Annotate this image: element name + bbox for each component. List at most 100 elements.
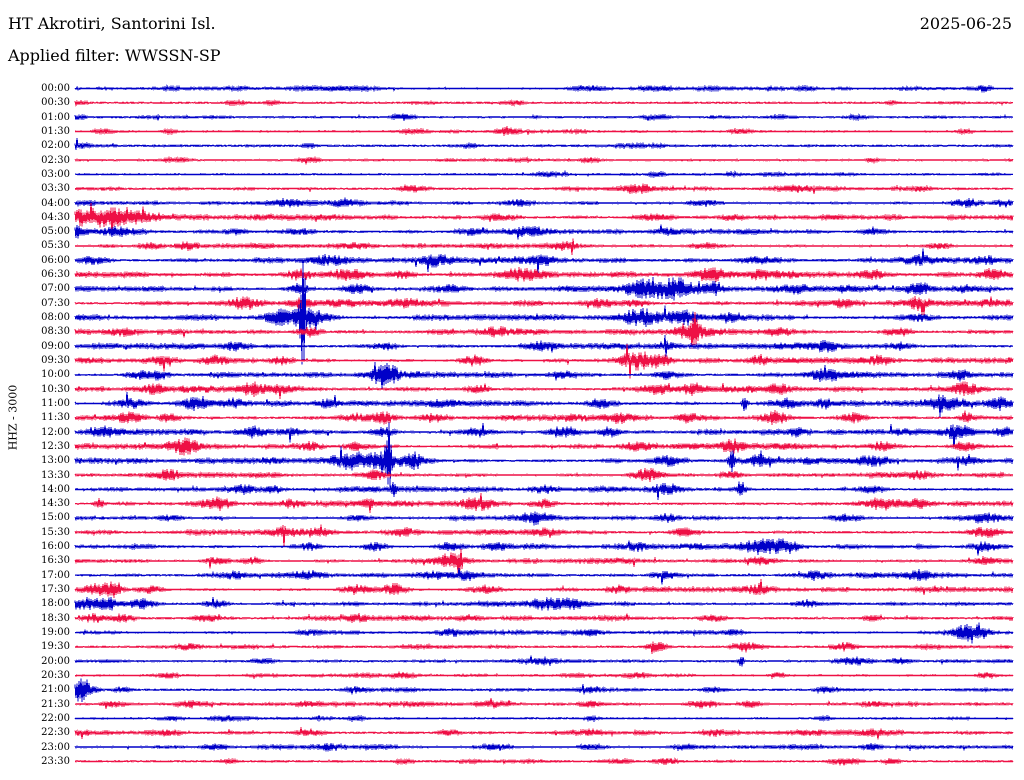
time-label: 16:00	[41, 541, 70, 553]
time-label: 06:30	[41, 269, 70, 281]
seismogram-trace	[74, 538, 1014, 556]
seismogram-trace	[74, 422, 1014, 488]
seismogram-trace	[74, 381, 1014, 399]
seismogram-trace	[74, 83, 1014, 93]
seismogram-trace	[74, 727, 1014, 740]
time-label: 13:30	[41, 469, 70, 481]
seismogram-trace	[74, 276, 1014, 301]
time-label: 00:30	[41, 97, 70, 109]
seismogram-trace	[74, 248, 1014, 273]
time-label: 23:30	[41, 755, 70, 767]
time-label: 08:00	[41, 312, 70, 324]
time-label: 21:30	[41, 698, 70, 710]
time-label: 04:30	[41, 211, 70, 223]
station-title: HT Akrotiri, Santorini Isl.	[8, 14, 216, 33]
seismogram-trace	[74, 655, 1014, 667]
date-label: 2025-06-25	[919, 14, 1012, 33]
applied-filter-label: Applied filter: WWSSN-SP	[8, 46, 221, 65]
time-label: 08:30	[41, 326, 70, 338]
seismogram-trace	[74, 437, 1014, 456]
time-label: 11:30	[41, 412, 70, 424]
time-label: 20:00	[41, 655, 70, 667]
time-label: 05:00	[41, 226, 70, 238]
time-label: 22:00	[41, 712, 70, 724]
time-label: 16:30	[41, 555, 70, 567]
seismogram-trace	[74, 391, 1014, 417]
seismogram-trace	[74, 742, 1014, 752]
seismogram-trace	[74, 344, 1014, 379]
seismogram-trace	[74, 548, 1014, 574]
seismogram-trace	[74, 112, 1014, 122]
seismogram-trace	[74, 481, 1014, 501]
seismogram-trace	[74, 641, 1014, 655]
seismogram-trace	[74, 169, 1014, 179]
time-label: 09:00	[41, 340, 70, 352]
time-label: 02:00	[41, 140, 70, 152]
seismogram-trace	[74, 126, 1014, 137]
time-label: 00:00	[41, 83, 70, 94]
time-label: 10:00	[41, 369, 70, 381]
time-label: 21:00	[41, 684, 70, 696]
seismogram-trace	[74, 296, 1014, 316]
seismogram-trace	[74, 578, 1014, 599]
seismogram-trace	[74, 257, 1014, 365]
time-label: 01:00	[41, 111, 70, 123]
time-label: 18:30	[41, 612, 70, 624]
seismogram-trace	[74, 492, 1014, 514]
seismogram-trace	[74, 312, 1014, 349]
time-label: 19:00	[41, 627, 70, 638]
time-label: 02:30	[41, 154, 70, 166]
seismogram-trace	[74, 714, 1014, 723]
time-label: 05:30	[41, 240, 70, 252]
time-label: 17:30	[41, 584, 70, 596]
time-label: 22:30	[41, 727, 70, 739]
seismogram-trace	[74, 224, 1014, 240]
time-label: 07:00	[41, 283, 70, 295]
time-label: 10:30	[41, 383, 70, 395]
seismogram-trace	[74, 267, 1014, 283]
seismogram-trace	[74, 678, 1014, 702]
seismogram-trace	[74, 568, 1014, 585]
time-label: 17:00	[41, 569, 70, 581]
seismogram-trace	[74, 155, 1014, 165]
time-label: 23:00	[41, 741, 70, 753]
time-label: 11:00	[41, 397, 70, 409]
seismogram-trace	[74, 422, 1014, 450]
seismogram-trace	[74, 468, 1014, 483]
time-label: 15:30	[41, 526, 70, 538]
seismogram-trace	[74, 613, 1014, 624]
time-label: 14:30	[41, 498, 70, 510]
time-label: 03:00	[41, 168, 70, 180]
seismogram-trace	[74, 524, 1014, 548]
seismogram-trace	[74, 98, 1014, 108]
seismogram-trace	[74, 596, 1014, 611]
seismogram-trace	[74, 511, 1014, 526]
time-label: 12:30	[41, 440, 70, 452]
seismogram-trace	[74, 238, 1014, 256]
seismogram-trace	[74, 197, 1014, 208]
seismogram-trace	[74, 335, 1014, 357]
seismogram-trace	[74, 756, 1014, 766]
time-label: 06:00	[41, 254, 70, 266]
seismogram-trace	[74, 697, 1014, 710]
time-label: 12:00	[41, 426, 70, 438]
time-label: 03:30	[41, 183, 70, 195]
time-label: 15:00	[41, 512, 70, 524]
seismogram-trace	[74, 622, 1014, 644]
time-label: 07:30	[41, 297, 70, 309]
time-label: 04:00	[41, 197, 70, 209]
seismogram-trace	[74, 671, 1014, 680]
time-label: 18:00	[41, 598, 70, 610]
time-label: 09:30	[41, 355, 70, 366]
time-label: 13:00	[41, 455, 70, 467]
seismogram-trace	[74, 362, 1014, 391]
seismogram-trace	[74, 410, 1014, 425]
time-label: 20:30	[41, 669, 70, 681]
time-label: 14:00	[41, 483, 70, 495]
seismogram-trace	[74, 137, 1014, 150]
time-label: 19:30	[41, 641, 70, 653]
time-label: 01:30	[41, 125, 70, 137]
seismogram-trace	[74, 183, 1014, 194]
seismogram-trace	[74, 203, 1014, 233]
